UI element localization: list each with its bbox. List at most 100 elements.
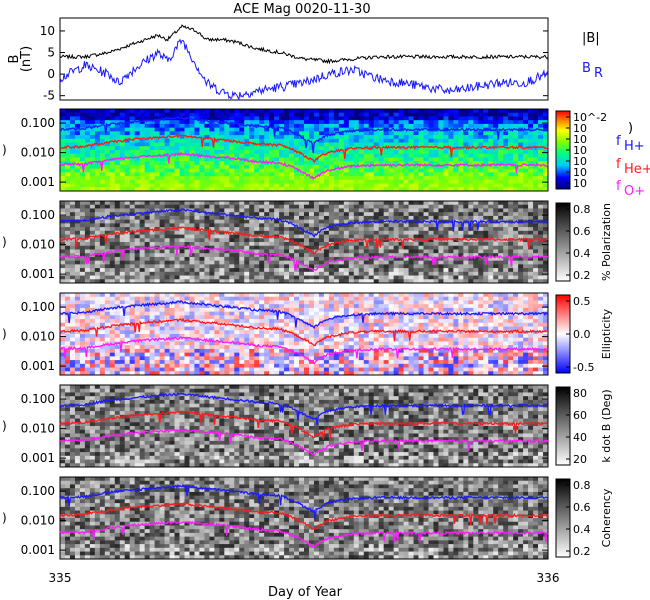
heatmap-cell xyxy=(134,334,141,339)
heatmap-cell xyxy=(328,268,335,273)
heatmap-cell xyxy=(74,215,81,221)
heatmap-cell xyxy=(373,256,380,262)
heatmap-cell xyxy=(353,208,360,213)
heatmap-cell xyxy=(418,116,424,121)
heatmap-cell xyxy=(473,264,479,269)
heatmap-cell xyxy=(144,204,151,209)
heatmap-cell xyxy=(94,279,101,284)
heatmap-cell xyxy=(219,153,225,158)
heatmap-cell xyxy=(134,315,141,320)
heatmap-cell xyxy=(134,208,141,213)
heatmap-cell xyxy=(174,109,180,114)
heatmap-cell xyxy=(393,230,400,235)
heatmap-cell xyxy=(413,187,419,192)
heatmap-cell xyxy=(124,315,131,320)
heatmap-cell xyxy=(64,300,71,305)
heatmap-cell xyxy=(503,183,509,188)
heatmap-cell xyxy=(328,112,335,117)
heatmap-cell xyxy=(363,275,370,280)
heatmap-cell xyxy=(244,234,250,239)
heatmap-cell xyxy=(84,172,91,177)
heatmap-cell xyxy=(408,260,414,265)
heatmap-cell xyxy=(274,260,280,265)
heatmap-cell xyxy=(313,253,320,258)
heatmap-cell xyxy=(483,164,489,170)
heatmap-cell xyxy=(184,201,190,206)
heatmap-cell xyxy=(338,138,345,143)
heatmap-cell xyxy=(249,127,255,132)
heatmap-cell xyxy=(493,183,499,188)
heatmap-cell xyxy=(149,363,156,368)
heatmap-cell xyxy=(64,275,71,280)
heatmap-cell xyxy=(139,352,146,357)
heatmap-cell xyxy=(144,315,151,320)
heatmap-cell xyxy=(74,326,81,331)
heatmap-cell xyxy=(204,164,210,170)
heatmap-cell xyxy=(294,142,300,147)
heatmap-cell xyxy=(154,109,160,114)
heatmap-cell xyxy=(388,146,395,151)
heatmap-cell xyxy=(543,135,549,140)
heatmap-cell xyxy=(269,187,275,192)
heatmap-cell xyxy=(219,146,225,151)
heatmap-cell xyxy=(119,352,126,357)
heatmap-cell xyxy=(79,176,86,181)
heatmap-cell xyxy=(69,164,76,170)
heatmap-cell xyxy=(453,135,459,140)
heatmap-cell xyxy=(518,187,524,192)
heatmap-cell xyxy=(189,127,195,132)
heatmap-cell xyxy=(159,322,165,327)
heatmap-cell xyxy=(368,168,375,173)
heatmap-cell xyxy=(179,352,185,357)
heatmap-cell xyxy=(383,253,390,258)
heatmap-cell xyxy=(343,123,350,129)
heatmap-cell xyxy=(353,176,360,181)
heatmap-cell xyxy=(423,256,429,262)
heatmap-cell xyxy=(194,223,200,228)
heatmap-cell xyxy=(84,227,91,232)
heatmap-cell xyxy=(254,249,260,254)
heatmap-cell xyxy=(383,120,390,125)
heatmap-cell xyxy=(129,352,136,357)
heatmap-cell xyxy=(308,212,315,217)
heatmap-cell xyxy=(149,212,156,217)
heatmap-cell xyxy=(114,215,121,221)
heatmap-cell xyxy=(428,201,434,206)
heatmap-cell xyxy=(169,341,175,346)
heatmap-cell xyxy=(214,112,220,117)
heatmap-cell xyxy=(169,256,175,262)
heatmap-cell xyxy=(104,116,111,121)
heatmap-cell xyxy=(408,168,414,173)
heatmap-cell xyxy=(523,116,529,121)
heatmap-cell xyxy=(328,234,335,239)
line-f-heplus xyxy=(59,226,549,255)
heatmap-cell xyxy=(109,242,116,247)
heatmap-cell xyxy=(184,183,190,188)
heatmap-cell xyxy=(79,311,86,316)
heatmap-cell xyxy=(383,260,390,265)
heatmap-cell xyxy=(139,311,146,316)
heatmap-cell xyxy=(254,242,260,247)
heatmap-cell xyxy=(274,208,280,213)
heatmap-cell xyxy=(124,116,131,121)
heatmap-cell xyxy=(438,120,444,125)
heatmap-cell xyxy=(463,223,469,228)
heatmap-cell xyxy=(473,123,479,129)
heatmap-cell xyxy=(104,260,111,265)
heatmap-cell xyxy=(229,204,235,209)
heatmap-cell xyxy=(239,127,245,132)
heatmap-cell xyxy=(294,187,300,192)
heatmap-cell xyxy=(104,311,111,316)
heatmap-cell xyxy=(518,131,524,136)
heatmap-cell xyxy=(224,242,230,247)
heatmap-cell xyxy=(129,242,136,247)
heatmap-cell xyxy=(239,215,245,221)
heatmap-cell xyxy=(323,120,330,125)
heatmap-cell xyxy=(348,204,355,209)
heatmap-cell xyxy=(363,201,370,206)
heatmap-cell xyxy=(413,268,419,273)
heatmap-cell xyxy=(299,242,305,247)
heatmap-cell xyxy=(259,112,265,117)
heatmap-cell xyxy=(64,345,71,350)
heatmap-cell xyxy=(299,215,305,221)
